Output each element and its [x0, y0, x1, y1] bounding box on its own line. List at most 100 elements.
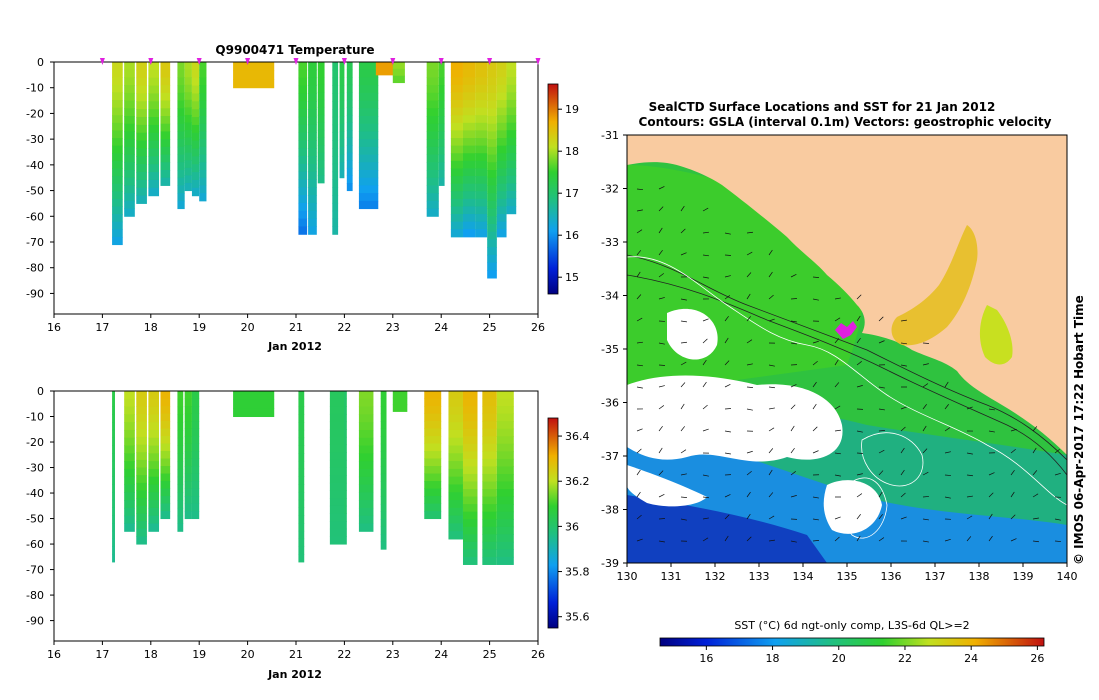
sal-profile-cell: [448, 492, 463, 501]
temp-profile-cell: [148, 156, 160, 165]
temp-profile-cell: [112, 92, 123, 101]
temp-profile-cell: [160, 170, 171, 179]
temp-profile-cell: [112, 236, 123, 246]
sal-profile-cell: [380, 481, 387, 490]
sal-profile-cell: [148, 453, 160, 462]
velocity-vector: [746, 470, 752, 476]
temp-profile-cell: [317, 62, 325, 71]
sal-profile-cell: [329, 498, 347, 507]
temp-profile-cell: [450, 168, 463, 177]
sal-profile-cell: [344, 391, 347, 400]
temp-profile-20: [426, 62, 439, 217]
sal-profile-cell: [380, 541, 387, 550]
temp-profile-cell: [506, 107, 517, 116]
temp-profile-cell: [148, 109, 160, 118]
temp-profile-cell: [199, 85, 207, 94]
spencer-gulf: [891, 225, 978, 346]
temp-profile-cell: [112, 77, 123, 86]
temp-profile-cell: [160, 177, 171, 186]
temp-profile-cell: [438, 85, 445, 94]
temp-profile-cell: [438, 154, 445, 163]
sal-y-tick-label: -20: [26, 436, 44, 449]
velocity-vector: [900, 447, 905, 454]
temp-x-tick-label: 25: [483, 321, 497, 334]
sal-profile-cell: [482, 526, 497, 535]
velocity-vector: [702, 496, 709, 499]
sal-profile-cell: [148, 414, 160, 423]
sal-profile-cell: [358, 414, 374, 423]
temp-profile-cell: [506, 77, 517, 86]
temp-profile-cell: [487, 116, 497, 125]
temp-profile-cell: [308, 93, 317, 102]
velocity-vector: [746, 408, 753, 411]
sal-profile-cell: [329, 467, 347, 476]
temp-profile-cell: [124, 177, 135, 186]
sal-profile-cell: [380, 436, 387, 445]
temp-profile-cell: [496, 206, 507, 215]
sal-profile-cell: [358, 406, 374, 415]
sal-x-tick-label: 17: [95, 648, 109, 661]
sal-profile-cell: [112, 515, 115, 524]
velocity-vector: [856, 535, 861, 542]
sal-profile-cell: [462, 511, 478, 520]
sal-x-tick-label: 20: [241, 648, 255, 661]
sal-y-tick-label: -80: [26, 589, 44, 602]
sal-profile-cell: [380, 488, 387, 497]
temp-profile-cell: [199, 108, 207, 117]
sal-profile-cell: [496, 458, 514, 467]
temp-profile-cell: [358, 154, 379, 163]
sal-profile-cell: [448, 429, 463, 439]
temp-y-tick-label: -60: [26, 210, 44, 223]
temp-profile-cell: [450, 69, 463, 78]
velocity-vector: [768, 427, 775, 432]
temp-profile-cell: [112, 198, 123, 208]
temp-profile-cell: [148, 117, 160, 126]
temp-profile-cell: [506, 206, 517, 215]
temp-profile-cell: [199, 62, 207, 71]
temp-profile-cell: [426, 131, 439, 140]
temp-profile-6: [177, 62, 185, 210]
temp-profile-cell: [487, 177, 497, 186]
temp-profile-cell: [358, 146, 379, 156]
temp-profile-cell: [124, 146, 135, 156]
sal-profile-cell: [380, 391, 387, 400]
velocity-vector: [944, 538, 951, 542]
sal-profile-cell: [329, 475, 347, 484]
velocity-vector: [658, 342, 665, 345]
sal-profile-cell: [448, 476, 463, 485]
velocity-vector: [680, 252, 687, 256]
temp-profile-cell: [136, 93, 147, 102]
sal-profile-cell: [112, 538, 115, 547]
temp-profile-cell: [160, 154, 171, 163]
temp-profile-cell: [426, 100, 439, 109]
velocity-vector: [834, 297, 841, 300]
sal-profile-cell: [482, 398, 497, 407]
temp-profile-cell: [177, 108, 185, 117]
sal-profile-cell: [358, 391, 374, 400]
velocity-vector: [1054, 518, 1061, 521]
temp-profile-cell: [346, 92, 353, 101]
sal-profile-cell: [448, 500, 463, 509]
sal-profile-cell: [112, 429, 115, 439]
temp-profile-cell: [199, 170, 207, 179]
sal-profile-cell: [380, 451, 387, 460]
temp-profile-cell: [317, 99, 325, 108]
velocity-vector: [922, 404, 927, 410]
velocity-vector: [724, 275, 731, 278]
temp-profile-cell: [148, 140, 160, 150]
temp-profile-cell: [191, 101, 200, 110]
temp-profile-cell: [346, 84, 353, 93]
temp-profile-cell: [148, 148, 160, 157]
sal-profile-cell: [424, 481, 442, 490]
temp-profile-cell: [332, 202, 339, 212]
sal-profile-cell: [160, 466, 171, 475]
temp-profile-cell: [462, 84, 476, 93]
temp-profile-8: [191, 62, 200, 197]
velocity-vector: [1010, 491, 1015, 498]
temp-profile-18: [375, 62, 398, 76]
temp-profile-cell: [148, 164, 160, 173]
velocity-vector: [1032, 470, 1038, 476]
sal-profile-cell: [184, 488, 192, 497]
sal-profile-cell: [482, 466, 497, 475]
sal-profile-cell: [298, 445, 305, 454]
